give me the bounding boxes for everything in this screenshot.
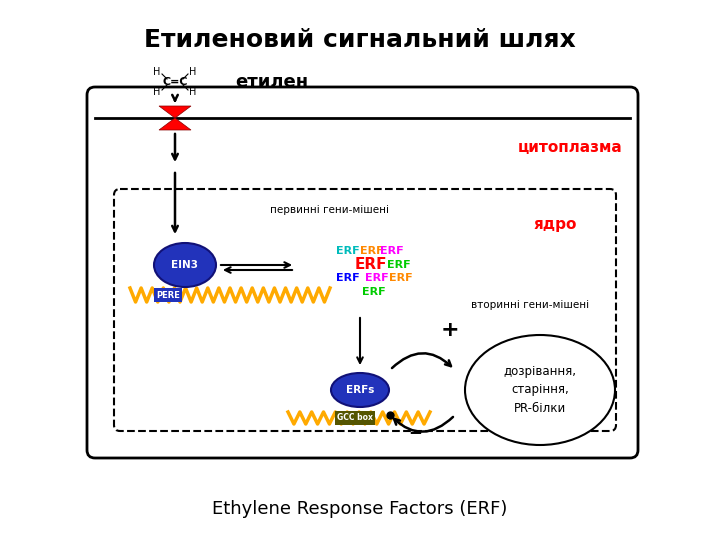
Text: −: −	[408, 423, 422, 441]
Text: вторинні гени-мішені: вторинні гени-мішені	[471, 300, 589, 310]
Text: ERF: ERF	[389, 273, 413, 283]
Ellipse shape	[465, 335, 615, 445]
Text: ERF: ERF	[379, 246, 403, 256]
Text: ядро: ядро	[534, 218, 577, 233]
Text: ERF: ERF	[361, 287, 385, 296]
Ellipse shape	[331, 373, 389, 407]
Text: EIN3: EIN3	[171, 260, 199, 270]
Text: ERF: ERF	[365, 273, 389, 283]
Text: +: +	[441, 320, 459, 340]
Polygon shape	[159, 118, 191, 130]
Text: H: H	[189, 87, 197, 97]
Text: Ethylene Response Factors (ERF): Ethylene Response Factors (ERF)	[212, 500, 508, 518]
Text: ERF: ERF	[336, 246, 360, 256]
Text: H: H	[153, 87, 161, 97]
FancyBboxPatch shape	[114, 189, 616, 431]
Ellipse shape	[154, 243, 216, 287]
Text: первинні гени-мішені: первинні гени-мішені	[271, 205, 390, 215]
Text: C=C: C=C	[162, 77, 188, 87]
Text: H: H	[153, 67, 161, 77]
Text: GCC box: GCC box	[337, 414, 373, 422]
Polygon shape	[159, 106, 191, 118]
Text: ERF: ERF	[387, 260, 410, 269]
Text: H: H	[189, 67, 197, 77]
Text: Етиленовий сигнальний шлях: Етиленовий сигнальний шлях	[144, 28, 576, 52]
Text: дозрівання,
старіння,
PR-білки: дозрівання, старіння, PR-білки	[503, 366, 577, 415]
Text: ERF: ERF	[360, 246, 384, 256]
FancyBboxPatch shape	[87, 87, 638, 458]
Text: цитоплазма: цитоплазма	[518, 140, 622, 156]
Text: етилен: етилен	[235, 73, 308, 91]
Text: ERFs: ERFs	[346, 385, 374, 395]
Text: PERE: PERE	[156, 291, 180, 300]
Text: ERF: ERF	[336, 273, 360, 283]
Text: ERF: ERF	[354, 257, 387, 272]
